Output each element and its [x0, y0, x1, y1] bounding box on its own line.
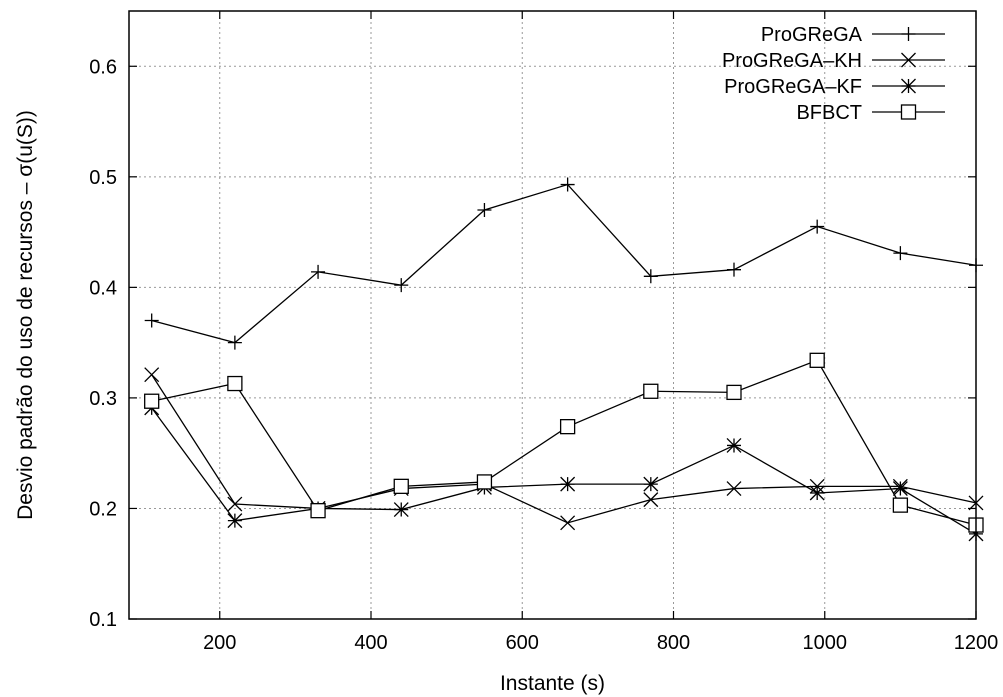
y-tick-label: 0.3 — [89, 388, 117, 410]
data-point — [393, 502, 409, 518]
data-point — [892, 481, 908, 497]
series-line — [151, 359, 977, 526]
data-point — [809, 485, 825, 501]
legend-marker — [901, 52, 916, 68]
data-point — [560, 476, 576, 492]
y-tick-label: 0.6 — [89, 56, 117, 78]
series-line — [151, 374, 977, 524]
y-axis-title: Desvio padrão do uso de recursos – σ(u(S… — [14, 110, 37, 520]
data-point — [144, 313, 159, 328]
data-point — [560, 515, 576, 531]
data-point — [893, 246, 908, 261]
data-point — [477, 202, 492, 217]
data-point — [809, 352, 825, 368]
legend-label: ProGReGA–KH — [722, 50, 862, 72]
x-tick-label: 400 — [354, 632, 387, 654]
legend-marker — [901, 27, 916, 41]
y-tick-label: 0.4 — [89, 277, 117, 299]
data-point — [394, 278, 409, 293]
x-tick-label: 1200 — [954, 632, 999, 654]
plot-frame — [128, 10, 977, 620]
data-point — [726, 437, 742, 453]
data-point — [810, 219, 825, 234]
data-point — [892, 497, 909, 513]
x-tick-label: 1000 — [803, 632, 848, 654]
data-point — [144, 393, 160, 409]
data-point — [227, 335, 242, 350]
legend: ProGReGA ProGReGA–KH ProGReGA–KF BFBCT — [722, 24, 945, 124]
data-point — [227, 375, 243, 392]
data-point — [559, 419, 576, 435]
series-square — [144, 352, 984, 533]
data-point — [560, 177, 575, 192]
y-tick-label: 0.2 — [89, 498, 117, 520]
data-point — [144, 367, 160, 383]
legend-marker — [900, 104, 917, 120]
series-cross — [144, 367, 984, 531]
data-point — [643, 492, 659, 508]
x-tick-labels: 200 400 600 800 1000 1200 — [203, 632, 998, 654]
grid-lines — [129, 11, 976, 619]
legend-label: ProGReGA–KF — [724, 76, 862, 98]
legend-label: BFBCT — [796, 102, 862, 124]
data-point — [643, 476, 659, 492]
series-plus — [144, 177, 983, 350]
legend-label: ProGReGA — [761, 24, 863, 46]
x-tick-label: 800 — [657, 632, 690, 654]
data-point — [643, 269, 658, 284]
data-point — [393, 478, 409, 494]
data-point — [227, 513, 243, 529]
data-point — [476, 474, 493, 490]
y-tick-label: 0.5 — [89, 167, 117, 189]
y-tick-labels: 0.1 0.2 0.3 0.4 0.5 0.6 — [89, 56, 117, 631]
x-tick-label: 200 — [203, 632, 236, 654]
y-tick-label: 0.1 — [89, 609, 117, 631]
data-point — [726, 384, 742, 401]
x-axis-title: Instante (s) — [500, 672, 605, 695]
series-line — [151, 183, 977, 344]
x-tick-label: 600 — [506, 632, 539, 654]
data-point — [227, 496, 243, 512]
data-point — [727, 262, 741, 277]
legend-marker — [901, 78, 916, 94]
data-point — [726, 481, 742, 497]
series-layer — [144, 177, 984, 542]
data-point — [310, 503, 326, 519]
data-point — [643, 383, 659, 399]
data-point — [311, 264, 326, 279]
